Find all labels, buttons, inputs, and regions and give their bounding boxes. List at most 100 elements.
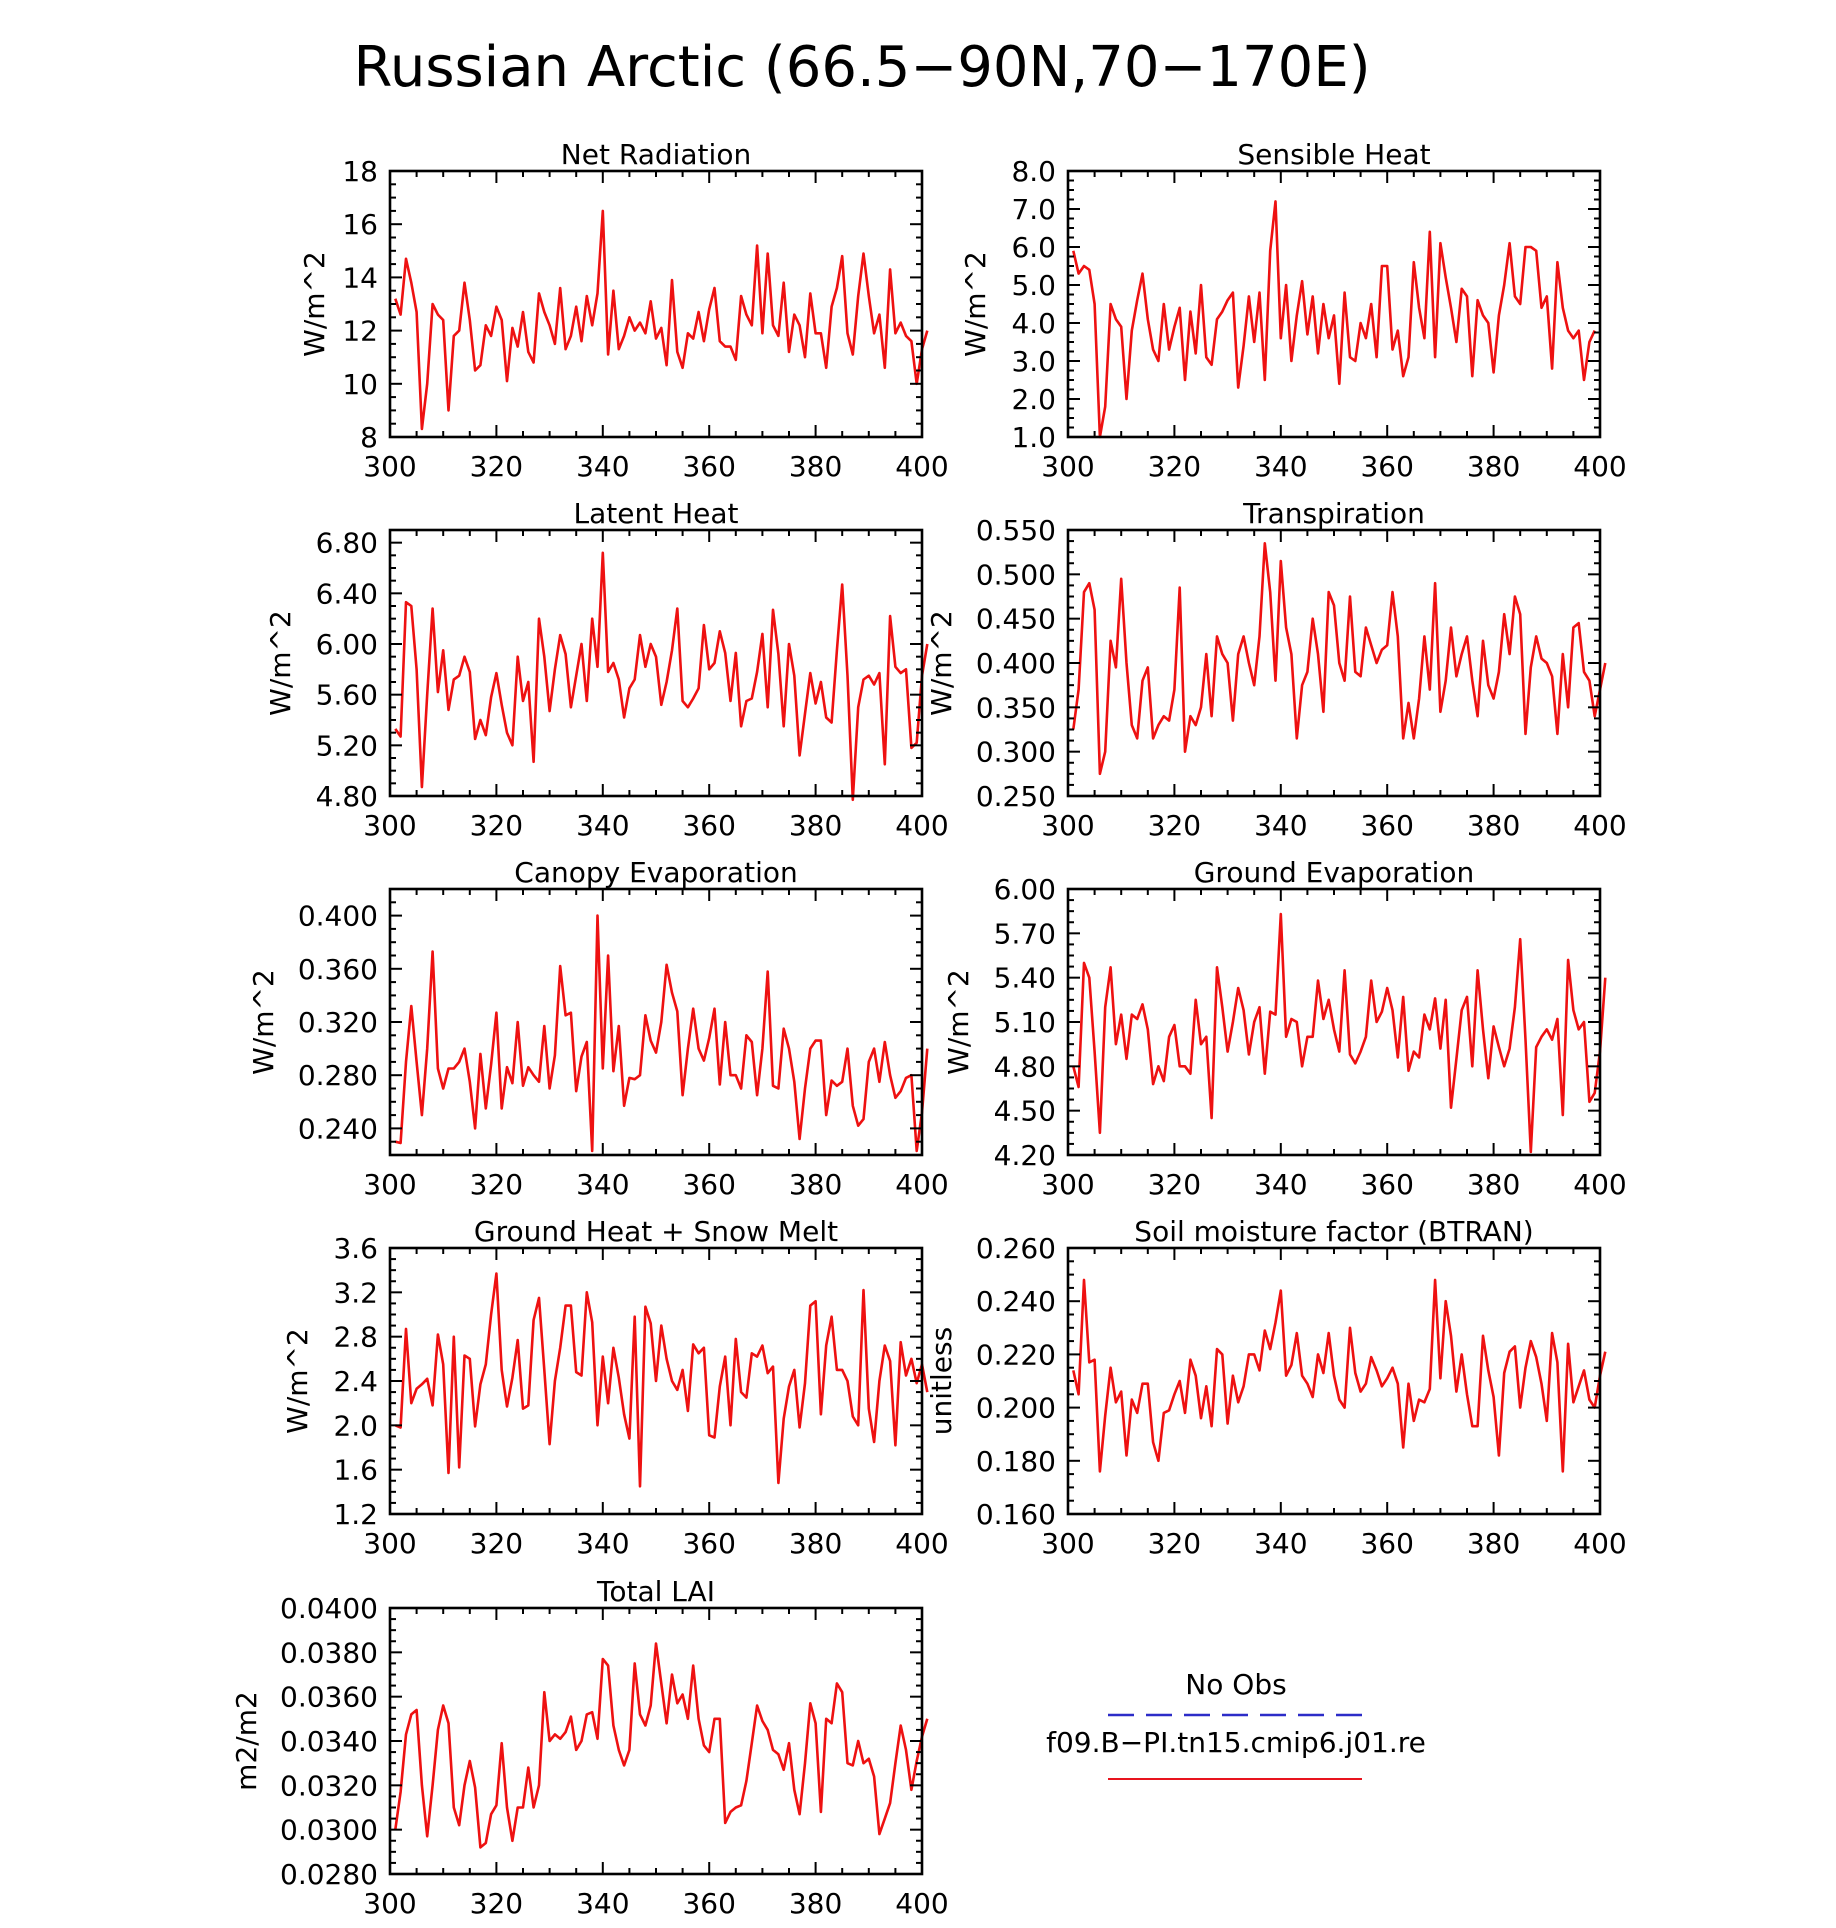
y-tick-label: 2.0 [1011, 383, 1056, 416]
series-line [1072, 200, 1596, 439]
y-tick-label: 6.00 [994, 873, 1056, 906]
y-tick-label: 0.260 [976, 1232, 1056, 1265]
y-tick-label: 1.0 [1011, 421, 1056, 454]
x-tick-label: 360 [682, 1168, 735, 1201]
y-tick-label: 7.0 [1011, 193, 1056, 226]
y-tick-label: 16 [342, 208, 378, 241]
y-tick-label: 10 [342, 368, 378, 401]
x-tick-label: 400 [895, 1527, 948, 1560]
y-axis-label: W/m^2 [298, 251, 331, 357]
y-tick-label: 3.2 [333, 1276, 378, 1309]
panel-6: 300 320 340 360 380 400 4.20 4.50 4.80 5.10 5.40 5.… [942, 856, 1627, 1201]
x-tick-label: 320 [470, 1887, 523, 1920]
x-tick-label: 340 [1254, 1527, 1307, 1560]
panel-8: 300 320 340 360 380 400 0.160 0.180 0.200 0.220 0.… [925, 1215, 1627, 1560]
x-tick-label: 300 [363, 450, 416, 483]
y-tick-label: 0.0360 [280, 1681, 378, 1714]
y-axis-label: W/m^2 [942, 969, 975, 1075]
x-tick-label: 340 [576, 1527, 629, 1560]
panel-7: 300 320 340 360 380 400 1.2 1.6 2.0 2.4 2.8 3.2 3.6 G… [281, 1215, 949, 1560]
x-tick-label: 400 [895, 809, 948, 842]
series-line [1072, 541, 1607, 776]
x-tick-label: 300 [1041, 809, 1094, 842]
x-tick-label: 340 [1254, 450, 1307, 483]
x-tick-label: 320 [1148, 450, 1201, 483]
y-tick-label: 2.8 [333, 1321, 378, 1354]
x-tick-label: 300 [363, 1887, 416, 1920]
y-tick-label: 0.200 [976, 1392, 1056, 1425]
x-tick-label: 360 [682, 450, 735, 483]
x-tick-label: 380 [1467, 450, 1520, 483]
y-tick-label: 4.0 [1011, 307, 1056, 340]
plot-frame [388, 887, 924, 1157]
y-axis-label: W/m^2 [264, 610, 297, 716]
panel-2: 300 320 340 360 380 400 1.0 2.0 3.0 4.0 5.0 6.0 7.0 8… [959, 138, 1627, 483]
y-tick-label: 4.50 [994, 1095, 1056, 1128]
y-tick-label: 0.240 [298, 1112, 378, 1145]
x-tick-label: 300 [363, 1527, 416, 1560]
x-tick-label: 320 [1148, 809, 1201, 842]
panel-title: Transpiration [1242, 497, 1425, 530]
y-tick-label: 5.20 [316, 729, 378, 762]
panel-title: Canopy Evaporation [514, 856, 797, 889]
y-tick-label: 0.0340 [280, 1725, 378, 1758]
y-tick-label: 0.160 [976, 1498, 1056, 1531]
panel-title: Total LAI [596, 1575, 715, 1608]
x-tick-label: 340 [576, 450, 629, 483]
y-axis-label: m2/m2 [230, 1691, 263, 1791]
x-tick-label: 360 [1360, 450, 1413, 483]
series-line [394, 914, 929, 1153]
y-tick-label: 6.40 [316, 577, 378, 610]
y-tick-label: 0.350 [976, 691, 1056, 724]
y-tick-label: 1.6 [333, 1454, 378, 1487]
x-tick-label: 400 [1573, 1527, 1626, 1560]
series-line [394, 209, 929, 431]
panel-9: 300 320 340 360 380 400 0.0280 0.0300 0.0320 0.03… [230, 1575, 949, 1920]
y-tick-label: 0.550 [976, 514, 1056, 547]
y-tick-label: 0.250 [976, 780, 1056, 813]
series-line [394, 1642, 929, 1849]
panel-title: Ground Heat + Snow Melt [474, 1215, 838, 1248]
plot-frame [388, 169, 924, 439]
x-tick-label: 300 [1041, 1527, 1094, 1560]
y-tick-label: 0.450 [976, 603, 1056, 636]
y-tick-label: 5.60 [316, 679, 378, 712]
y-tick-label: 4.20 [994, 1139, 1056, 1172]
y-tick-label: 6.0 [1011, 231, 1056, 264]
y-tick-label: 5.10 [994, 1006, 1056, 1039]
x-tick-label: 400 [1573, 809, 1626, 842]
y-tick-label: 0.500 [976, 558, 1056, 591]
panel-3: 300 320 340 360 380 400 4.80 5.20 5.60 6.00 6.40 6.… [264, 497, 949, 842]
panel-title: Soil moisture factor (BTRAN) [1134, 1215, 1533, 1248]
y-tick-label: 0.400 [976, 647, 1056, 680]
x-tick-label: 360 [682, 809, 735, 842]
y-axis-label: W/m^2 [281, 1328, 314, 1434]
x-tick-label: 360 [1360, 1527, 1413, 1560]
x-tick-label: 320 [1148, 1168, 1201, 1201]
x-tick-label: 300 [363, 809, 416, 842]
panels: 300 320 340 360 380 400 8 10 12 14 16 18 Net Radiati… [230, 138, 1627, 1920]
plot-frame [1066, 887, 1602, 1157]
y-tick-label: 8 [360, 421, 378, 454]
y-tick-label: 0.240 [976, 1285, 1056, 1318]
y-tick-label: 5.40 [994, 962, 1056, 995]
x-tick-label: 340 [1254, 1168, 1307, 1201]
x-tick-label: 320 [470, 1527, 523, 1560]
y-axis-label: W/m^2 [959, 251, 992, 357]
y-tick-label: 2.0 [333, 1409, 378, 1442]
x-tick-label: 380 [789, 809, 842, 842]
y-tick-label: 0.220 [976, 1338, 1056, 1371]
x-tick-label: 300 [1041, 1168, 1094, 1201]
panel-1: 300 320 340 360 380 400 8 10 12 14 16 18 Net Radiati… [298, 138, 949, 483]
y-axis-label: W/m^2 [247, 969, 280, 1075]
y-tick-label: 3.0 [1011, 345, 1056, 378]
x-tick-label: 300 [1041, 450, 1094, 483]
figure-title: Russian Arctic (66.5−90N,70−170E) [353, 35, 1370, 100]
y-tick-label: 0.0380 [280, 1636, 378, 1669]
y-tick-label: 8.0 [1011, 155, 1056, 188]
x-tick-label: 400 [895, 1168, 948, 1201]
y-tick-label: 5.0 [1011, 269, 1056, 302]
y-tick-label: 0.400 [298, 900, 378, 933]
series-line [1072, 912, 1607, 1154]
